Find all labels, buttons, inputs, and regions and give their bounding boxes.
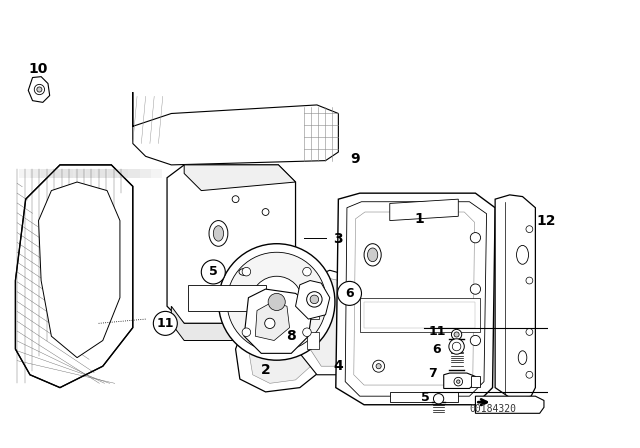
Polygon shape [15,165,132,388]
Polygon shape [74,169,117,178]
Text: 7: 7 [428,366,437,379]
Text: 11: 11 [157,317,174,330]
Circle shape [242,328,251,336]
Circle shape [452,342,461,351]
Text: 9: 9 [351,152,360,166]
Polygon shape [119,169,162,178]
Circle shape [154,311,177,336]
Polygon shape [38,182,120,358]
Polygon shape [390,199,458,220]
Polygon shape [248,315,316,383]
Polygon shape [296,280,330,319]
Circle shape [470,233,481,243]
Circle shape [218,244,335,360]
Ellipse shape [516,246,529,264]
Circle shape [449,339,464,354]
Circle shape [307,292,322,307]
Circle shape [526,226,533,233]
Circle shape [454,332,459,337]
Circle shape [251,276,302,327]
Polygon shape [188,285,266,310]
Polygon shape [167,165,296,323]
Text: 00184320: 00184320 [469,404,516,414]
Circle shape [303,267,311,276]
Polygon shape [300,270,364,375]
Text: 4: 4 [333,359,343,373]
Polygon shape [444,373,476,388]
Polygon shape [41,169,84,178]
Polygon shape [97,169,140,178]
Polygon shape [345,202,486,396]
Polygon shape [495,195,536,401]
Text: 3: 3 [333,233,343,246]
Polygon shape [132,92,339,165]
Circle shape [526,328,533,336]
Circle shape [262,209,269,215]
Circle shape [35,84,45,95]
Circle shape [202,260,225,284]
Circle shape [451,329,461,340]
Circle shape [526,277,533,284]
Polygon shape [471,376,480,387]
Circle shape [376,364,381,369]
Ellipse shape [367,248,378,262]
Polygon shape [360,297,480,332]
Polygon shape [307,302,319,319]
Circle shape [470,336,481,346]
Polygon shape [236,306,326,392]
Text: 6: 6 [433,343,441,356]
Text: 5: 5 [420,392,429,405]
Polygon shape [307,332,319,349]
Circle shape [433,394,444,404]
Circle shape [372,360,385,372]
Circle shape [310,295,319,304]
Polygon shape [255,302,289,340]
Circle shape [232,196,239,202]
Polygon shape [336,193,495,405]
Circle shape [337,281,362,306]
Polygon shape [108,169,151,178]
Circle shape [268,293,285,310]
Circle shape [37,87,42,92]
Text: 1: 1 [415,212,424,226]
Polygon shape [390,392,458,402]
Ellipse shape [518,351,527,365]
Text: 6: 6 [345,287,354,300]
Polygon shape [310,278,356,366]
Circle shape [470,284,481,294]
Ellipse shape [213,226,223,241]
Circle shape [242,267,251,276]
Text: 12: 12 [537,214,556,228]
Ellipse shape [364,244,381,266]
Polygon shape [476,396,544,414]
Polygon shape [244,289,313,353]
Ellipse shape [239,268,249,276]
Polygon shape [86,169,129,178]
Polygon shape [63,169,106,178]
Polygon shape [184,165,296,190]
Circle shape [265,318,275,328]
Polygon shape [19,169,61,178]
Text: 5: 5 [209,266,218,279]
Circle shape [227,252,326,352]
Circle shape [454,377,463,386]
Text: 2: 2 [260,363,271,378]
Ellipse shape [209,220,228,246]
Circle shape [303,328,311,336]
Text: 11: 11 [428,325,445,338]
Polygon shape [30,169,73,178]
Text: 8: 8 [286,329,296,343]
Polygon shape [28,77,50,102]
Polygon shape [52,169,95,178]
Circle shape [456,380,460,383]
Circle shape [526,371,533,378]
Polygon shape [172,302,296,340]
Text: 10: 10 [28,62,47,76]
